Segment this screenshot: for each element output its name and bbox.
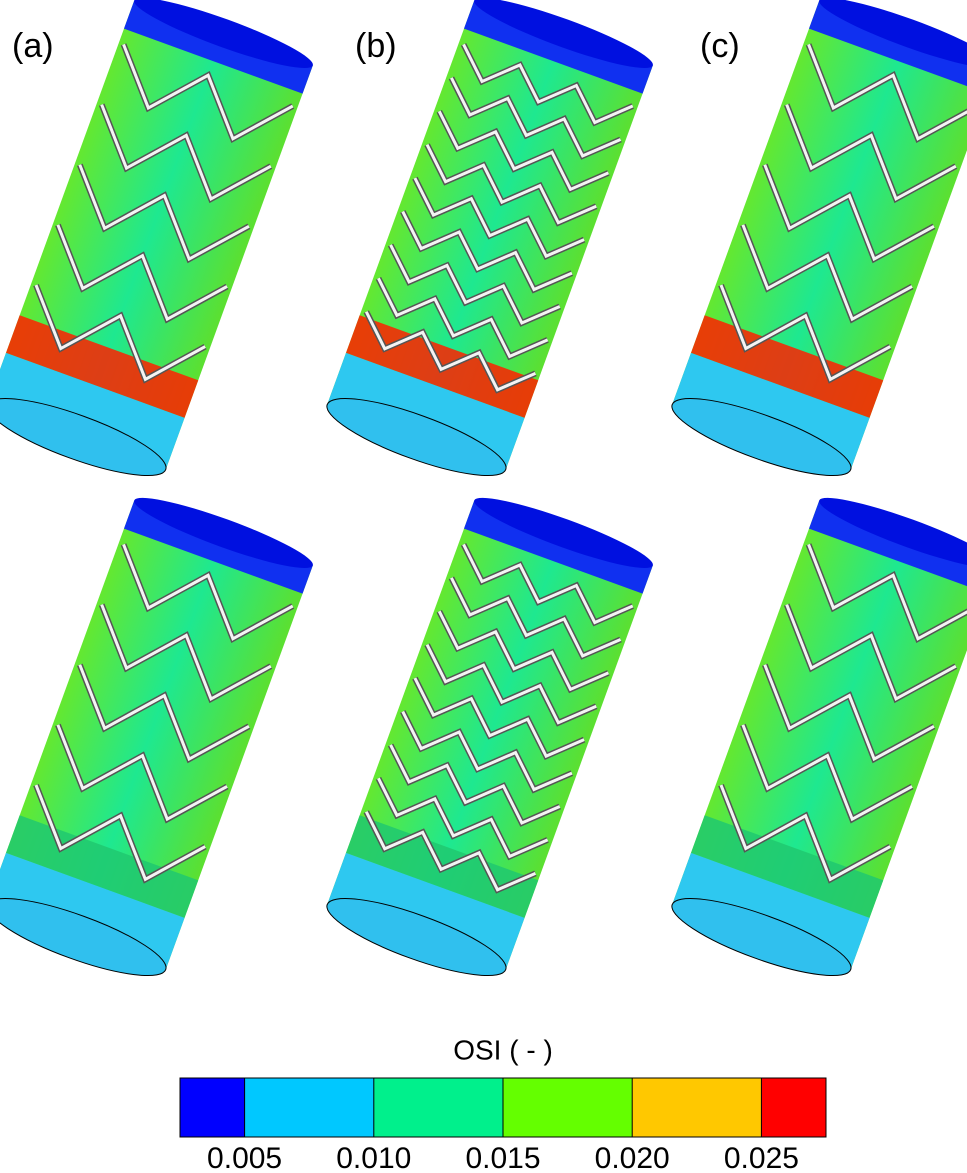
tick-label: 0.010 bbox=[336, 1142, 411, 1173]
colorbar-title: OSI ( - ) bbox=[453, 1034, 553, 1065]
color-band bbox=[374, 1078, 503, 1137]
tick-label: 0.020 bbox=[595, 1142, 670, 1173]
panel-label: (c) bbox=[700, 27, 740, 65]
color-band bbox=[245, 1078, 374, 1137]
colorbar: 0.005 0.010 0.015 0.020 0.025 bbox=[180, 1078, 826, 1173]
stent-model bbox=[0, 0, 318, 490]
color-band bbox=[503, 1078, 632, 1137]
tick-label: 0.015 bbox=[465, 1142, 540, 1173]
models bbox=[0, 0, 967, 990]
color-band bbox=[761, 1078, 826, 1137]
stent-model bbox=[320, 487, 658, 990]
color-band bbox=[632, 1078, 761, 1137]
color-band bbox=[180, 1078, 245, 1137]
figure: (a) (b) (c) OSI ( - ) 0.0050.0100.0150.0… bbox=[0, 0, 967, 1173]
stent-model bbox=[320, 0, 658, 490]
tick-label: 0.005 bbox=[207, 1142, 282, 1173]
panel-label: (a) bbox=[12, 27, 54, 65]
stent-model bbox=[665, 487, 967, 990]
stent-model bbox=[0, 487, 318, 990]
tick-label: 0.025 bbox=[724, 1142, 799, 1173]
stent-model bbox=[665, 0, 967, 490]
panel-label: (b) bbox=[355, 27, 397, 65]
